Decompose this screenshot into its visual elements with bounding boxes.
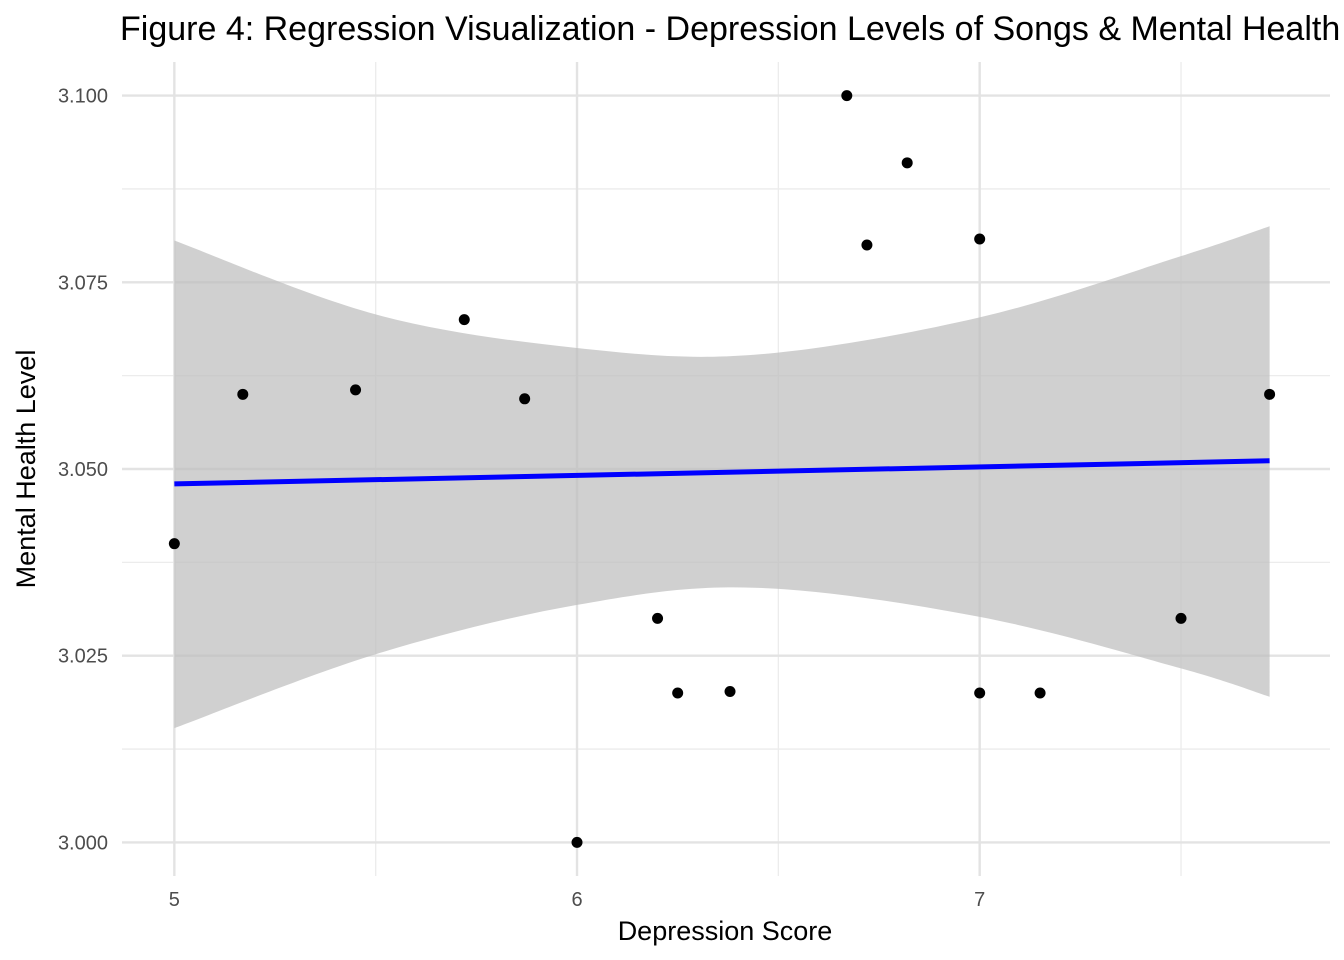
y-tick-label: 3.000 bbox=[58, 832, 108, 854]
data-point bbox=[974, 687, 986, 699]
data-point bbox=[350, 384, 362, 396]
data-point bbox=[652, 612, 664, 624]
chart-title: Figure 4: Regression Visualization - Dep… bbox=[120, 10, 1341, 48]
data-point bbox=[724, 686, 736, 698]
confidence-band bbox=[174, 226, 1270, 729]
x-tick-label: 6 bbox=[571, 889, 582, 911]
y-tick-label: 3.075 bbox=[58, 272, 108, 294]
y-tick-label: 3.050 bbox=[58, 459, 108, 481]
data-point bbox=[458, 314, 470, 326]
data-point bbox=[901, 157, 913, 169]
data-point bbox=[861, 239, 873, 251]
y-tick-label: 3.025 bbox=[58, 646, 108, 668]
data-points-layer bbox=[168, 90, 1276, 848]
data-point bbox=[672, 687, 684, 699]
x-tick-label: 5 bbox=[169, 889, 180, 911]
data-point bbox=[168, 538, 180, 550]
x-axis-title: Depression Score bbox=[618, 916, 833, 946]
regression-line-layer bbox=[174, 458, 1270, 487]
data-point bbox=[841, 90, 853, 102]
data-point bbox=[571, 836, 583, 848]
data-point bbox=[1034, 687, 1046, 699]
data-point bbox=[974, 233, 986, 245]
data-point bbox=[519, 393, 531, 405]
data-point bbox=[1264, 388, 1276, 400]
tick-labels-layer: 3.000 3.025 3.050 3.075 3.100 5 6 7 bbox=[58, 86, 985, 911]
y-axis-title: Mental Health Level bbox=[11, 350, 41, 589]
y-tick-label: 3.100 bbox=[58, 86, 108, 108]
confidence-band-layer bbox=[174, 226, 1270, 729]
regression-line bbox=[174, 458, 1270, 487]
x-tick-label: 7 bbox=[974, 889, 985, 911]
data-point bbox=[1175, 612, 1187, 624]
data-point bbox=[237, 388, 249, 400]
